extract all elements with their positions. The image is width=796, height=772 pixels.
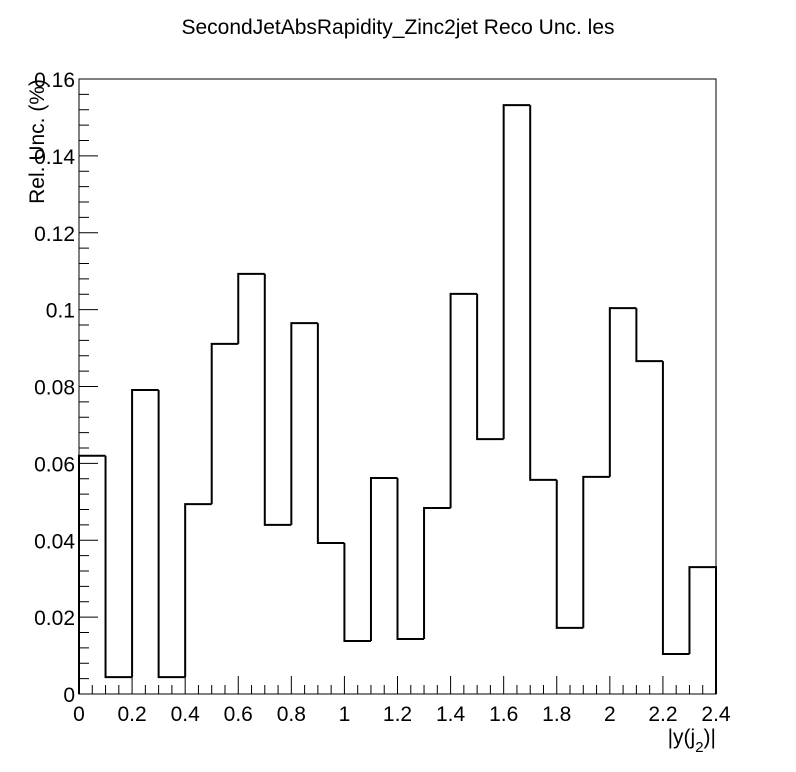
y-tick-label: 0.06: [34, 453, 75, 476]
x-tick-label: 1.4: [436, 703, 466, 726]
histogram-bin: [529, 105, 557, 481]
y-tick-label: 0.02: [34, 607, 75, 630]
histogram-bin: [476, 293, 504, 441]
x-tick-label: 0.6: [224, 703, 253, 726]
y-tick-label: 0.12: [34, 223, 75, 246]
y-tick-label: 0: [63, 684, 75, 707]
histogram-bin: [131, 388, 159, 678]
histogram-bin: [635, 308, 663, 363]
x-tick-label: 1.6: [489, 703, 518, 726]
histogram-bin: [104, 455, 133, 679]
x-tick-label: 0.2: [117, 703, 146, 726]
x-tick-label: 2: [604, 703, 616, 726]
x-tick-label: 1.8: [542, 703, 571, 726]
y-tick-label: 0.1: [46, 300, 75, 323]
x-label-subscript: 2: [695, 739, 703, 756]
x-tick-label: 2.2: [648, 703, 677, 726]
histogram-bin: [237, 272, 265, 344]
histogram-bin: [449, 292, 478, 508]
histogram-bin: [423, 506, 451, 640]
histogram-bin: [396, 477, 425, 641]
histogram-bin: [157, 389, 186, 679]
x-tick-label: 1.2: [383, 703, 412, 726]
x-tick-label: 0: [73, 703, 85, 726]
x-label-part: |y(j: [668, 726, 696, 749]
x-label-part: )|: [704, 726, 716, 749]
histogram-bin: [608, 307, 637, 477]
y-tick-label: 0.14: [34, 146, 75, 169]
histogram-bin: [369, 476, 398, 641]
histogram-bin: [343, 542, 371, 642]
histogram-bin: [502, 104, 531, 440]
histogram-bin: [582, 475, 610, 628]
histogram-bin: [688, 566, 717, 694]
histogram-bin: [555, 479, 584, 629]
x-tick-label: 2.4: [701, 703, 731, 726]
histogram-bin: [210, 342, 239, 505]
x-tick-label: 0.8: [277, 703, 306, 726]
x-tick-label: 1: [339, 703, 351, 726]
y-axis-label: Rel. Unc. (%): [26, 79, 49, 204]
chart-title: SecondJetAbsRapidity_Zinc2jet Reco Unc. …: [181, 16, 614, 39]
histogram-bin: [316, 323, 345, 544]
x-tick-label: 0.4: [171, 703, 201, 726]
histogram-bin: [290, 322, 318, 525]
y-tick-label: 0.08: [34, 377, 75, 400]
histogram-bin: [263, 273, 292, 526]
histogram-bin: [78, 454, 106, 694]
y-tick-label: 0.16: [34, 69, 75, 92]
histogram-bin: [661, 361, 690, 656]
histogram-bin: [184, 503, 212, 678]
y-tick-label: 0.04: [34, 530, 75, 553]
x-axis-label: |y(j2)|: [668, 726, 716, 756]
